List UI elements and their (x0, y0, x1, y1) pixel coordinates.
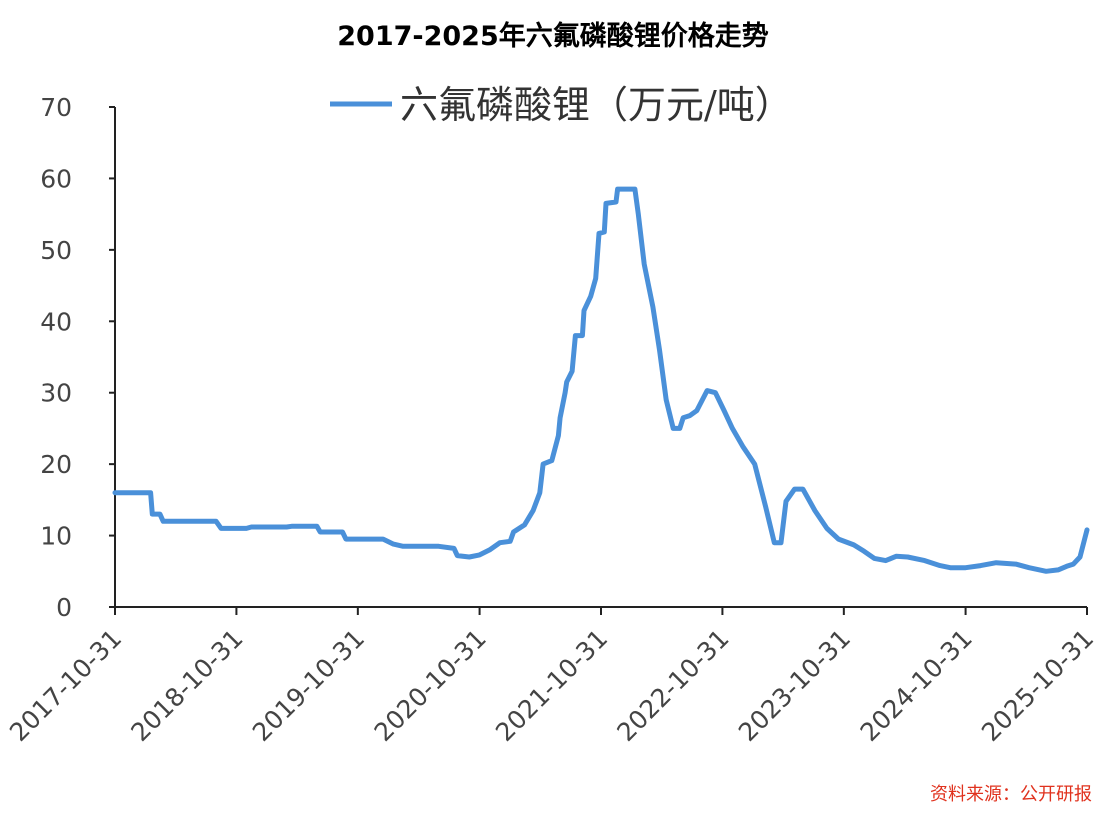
chart-title: 2017-2025年六氟磷酸锂价格走势 (337, 21, 769, 52)
x-tick-label: 2025-10-31 (976, 624, 1099, 747)
x-tick-label: 2019-10-31 (247, 624, 370, 747)
legend-label: 六氟磷酸锂（万元/吨） (400, 83, 793, 127)
y-tick-label: 30 (40, 379, 72, 408)
y-tick-label: 20 (40, 450, 72, 479)
series-layer (112, 186, 1090, 574)
y-tick-label: 70 (40, 93, 72, 122)
y-tick-label: 0 (56, 593, 72, 622)
y-tick-label: 60 (40, 164, 72, 193)
y-tick-label: 10 (40, 522, 72, 551)
x-axis-labels: 2017-10-312018-10-312019-10-312020-10-31… (4, 624, 1099, 747)
x-tick-label: 2021-10-31 (490, 624, 613, 747)
x-tick-label: 2024-10-31 (855, 624, 978, 747)
x-tick-label: 2020-10-31 (369, 624, 492, 747)
y-axis-labels: 0 10 20 30 40 50 60 70 (40, 93, 72, 622)
chart-axes (109, 106, 1088, 615)
source-note: 资料来源：公开研报 (930, 784, 1092, 805)
series-line (112, 186, 1090, 574)
legend: 六氟磷酸锂（万元/吨） (330, 83, 793, 127)
x-tick-label: 2018-10-31 (125, 624, 248, 747)
x-tick-label: 2022-10-31 (611, 624, 734, 747)
x-tick-label: 2023-10-31 (733, 624, 856, 747)
x-tick-label: 2017-10-31 (4, 624, 127, 747)
y-tick-label: 40 (40, 307, 72, 336)
y-tick-label: 50 (40, 236, 72, 265)
